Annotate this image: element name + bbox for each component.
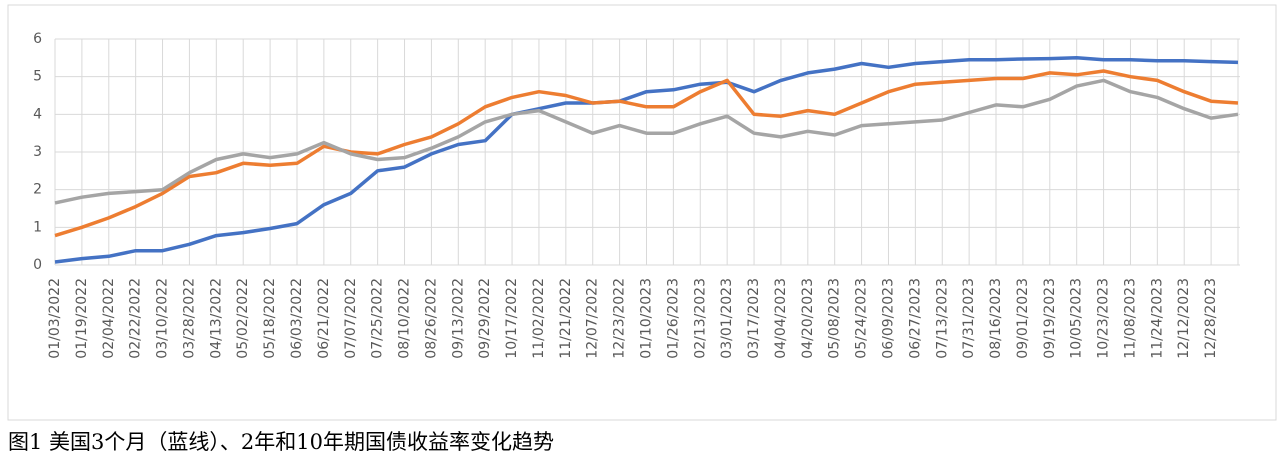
- x-tick-label: 12/28/2023: [1203, 278, 1219, 359]
- x-tick-label: 09/29/2022: [477, 278, 493, 359]
- x-tick-label: 09/01/2023: [1015, 278, 1031, 359]
- x-tick-label: 03/17/2023: [746, 278, 762, 359]
- x-tick-label: 01/26/2023: [665, 278, 681, 359]
- x-tick-label: 10/05/2023: [1069, 278, 1085, 359]
- y-tick-label: 6: [33, 31, 42, 47]
- x-tick-label: 02/04/2022: [101, 278, 117, 359]
- x-tick-label: 06/09/2023: [880, 278, 896, 359]
- x-tick-label: 04/04/2023: [773, 278, 789, 359]
- y-tick-label: 2: [33, 182, 42, 198]
- y-tick-label: 0: [33, 257, 42, 273]
- x-tick-label: 04/20/2023: [800, 278, 816, 359]
- x-tick-label: 03/10/2022: [155, 278, 171, 359]
- chart: 01/03/2022 01/19/2022 02/04/2022 02/22/2022…: [7, 4, 1277, 421]
- y-tick-label: 1: [33, 219, 42, 235]
- x-tick-label: 07/13/2023: [934, 278, 950, 359]
- series-line: [54, 78, 1239, 205]
- y-tick-label: 5: [33, 69, 42, 85]
- x-tick-label: 10/23/2023: [1096, 278, 1112, 359]
- x-tick-label: 10/17/2022: [504, 278, 520, 359]
- x-tick-label: 12/07/2022: [585, 278, 601, 359]
- x-tick-label: 08/16/2023: [988, 278, 1004, 359]
- x-tick-label: 12/23/2022: [612, 278, 628, 359]
- x-tick-label: 02/13/2023: [692, 278, 708, 359]
- x-tick-label: 09/19/2023: [1042, 278, 1058, 359]
- x-tick-label: 03/28/2022: [181, 278, 197, 359]
- x-tick-label: 07/07/2022: [343, 278, 359, 359]
- series-line: [54, 56, 1239, 264]
- x-tick-label: 04/13/2022: [208, 278, 224, 359]
- x-tick-label: 01/03/2022: [47, 278, 63, 359]
- x-tick-label: 05/18/2022: [262, 278, 278, 359]
- x-tick-label: 09/13/2022: [450, 278, 466, 359]
- x-tick-label: 01/10/2023: [639, 278, 655, 359]
- x-tick-label: 08/26/2022: [423, 278, 439, 359]
- x-tick-label: 06/27/2023: [907, 278, 923, 359]
- x-tick-label: 11/02/2022: [531, 278, 547, 359]
- x-tick-label: 06/03/2022: [289, 278, 305, 359]
- x-tick-label: 05/02/2022: [235, 278, 251, 359]
- x-tick-label: 02/22/2022: [128, 278, 144, 359]
- x-tick-label: 11/08/2023: [1122, 278, 1138, 359]
- x-tick-label: 07/31/2023: [961, 278, 977, 359]
- x-tick-label: 11/21/2022: [558, 278, 574, 359]
- y-tick-label: 3: [33, 144, 42, 160]
- x-tick-label: 12/12/2023: [1176, 278, 1192, 359]
- x-tick-label: 06/21/2022: [316, 278, 332, 359]
- x-tick-label: 01/19/2022: [74, 278, 90, 359]
- y-tick-label: 4: [33, 106, 42, 122]
- caption: 图1 美国3个月（蓝线）、2年和10年期国债收益率变化趋势: [8, 430, 554, 454]
- x-tick-label: 05/08/2023: [827, 278, 843, 359]
- x-tick-label: 03/01/2023: [719, 278, 735, 359]
- x-tick-label: 11/24/2023: [1149, 278, 1165, 359]
- x-tick-label: 07/25/2022: [370, 278, 386, 359]
- series-line: [54, 69, 1239, 238]
- x-tick-label: 05/24/2023: [854, 278, 870, 359]
- chart-frame: [7, 4, 1277, 421]
- x-tick-label: 08/10/2022: [397, 278, 413, 359]
